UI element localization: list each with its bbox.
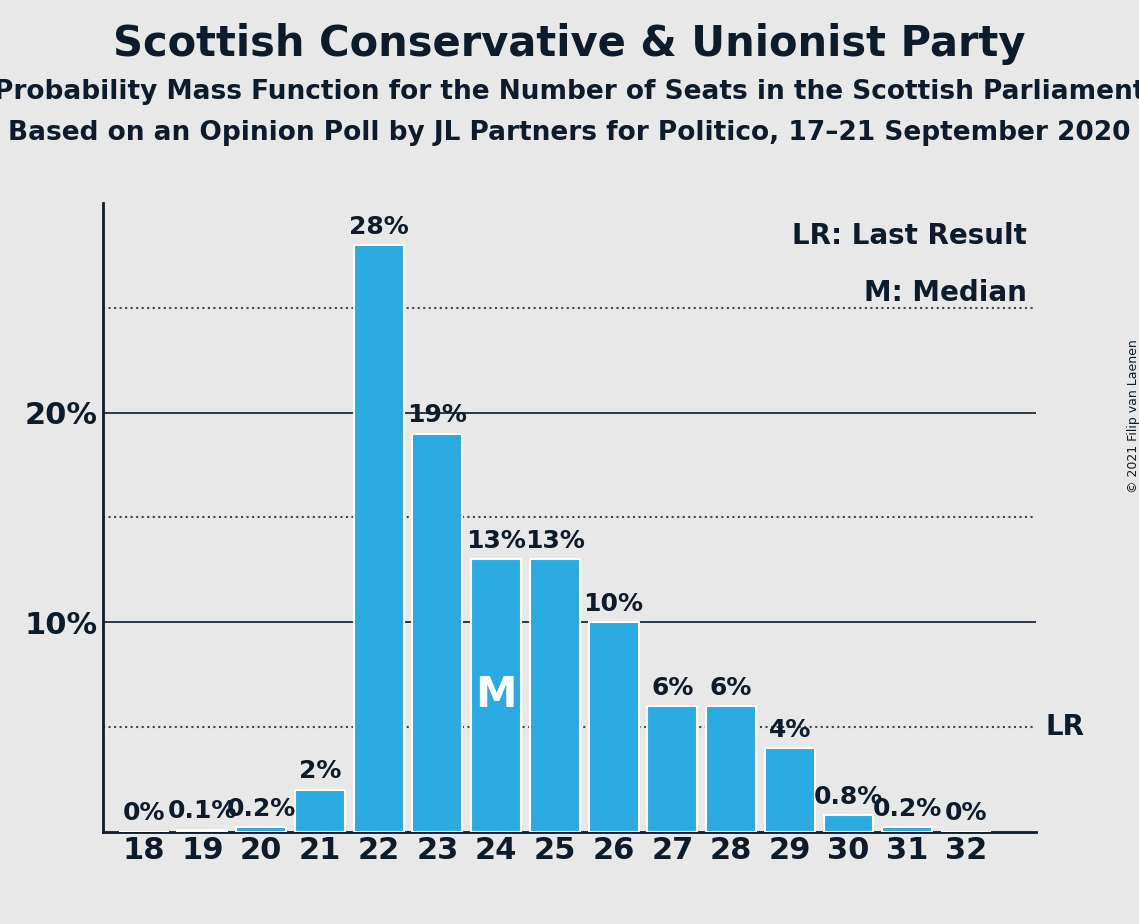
Text: 0.2%: 0.2%	[227, 797, 296, 821]
Text: 10%: 10%	[583, 592, 644, 616]
Text: LR: Last Result: LR: Last Result	[793, 222, 1027, 250]
Bar	[353, 245, 403, 832]
Bar	[472, 559, 521, 832]
Bar	[764, 748, 814, 832]
Bar	[412, 433, 462, 832]
Bar	[530, 559, 580, 832]
Text: 0.2%: 0.2%	[872, 797, 942, 821]
Text: LR: LR	[1046, 713, 1084, 741]
Text: 13%: 13%	[466, 529, 526, 553]
Text: 6%: 6%	[652, 675, 694, 699]
Bar	[883, 827, 932, 832]
Text: © 2021 Filip van Laenen: © 2021 Filip van Laenen	[1126, 339, 1139, 492]
Text: 0.8%: 0.8%	[814, 784, 883, 808]
Text: 19%: 19%	[408, 404, 467, 428]
Text: 13%: 13%	[525, 529, 584, 553]
Text: 2%: 2%	[298, 760, 341, 784]
Text: M: Median: M: Median	[865, 279, 1027, 307]
Bar	[178, 830, 228, 832]
Text: 28%: 28%	[349, 215, 409, 239]
Text: 6%: 6%	[710, 675, 752, 699]
Text: 4%: 4%	[769, 718, 811, 742]
Text: Based on an Opinion Poll by JL Partners for Politico, 17–21 September 2020: Based on an Opinion Poll by JL Partners …	[8, 120, 1131, 146]
Bar	[236, 827, 286, 832]
Text: Scottish Conservative & Unionist Party: Scottish Conservative & Unionist Party	[113, 23, 1026, 65]
Bar	[589, 622, 639, 832]
Bar	[706, 706, 756, 832]
Text: 0%: 0%	[944, 801, 988, 825]
Text: M: M	[475, 675, 517, 716]
Text: 0%: 0%	[122, 801, 165, 825]
Bar	[823, 815, 874, 832]
Bar	[647, 706, 697, 832]
Text: 0.1%: 0.1%	[167, 799, 237, 823]
Bar	[295, 790, 345, 832]
Text: Probability Mass Function for the Number of Seats in the Scottish Parliament: Probability Mass Function for the Number…	[0, 79, 1139, 104]
